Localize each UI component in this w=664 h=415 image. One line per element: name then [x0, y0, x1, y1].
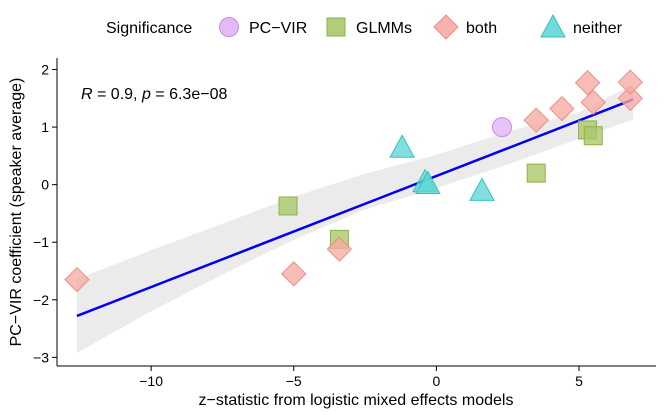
regression-line-layer — [76, 98, 634, 318]
confidence-band-layer — [77, 84, 634, 353]
point-diamond-2-4 — [549, 95, 575, 122]
legend-title: Significance — [106, 20, 192, 37]
point-square-1-4 — [583, 126, 603, 146]
y-tick-label: 2 — [41, 62, 49, 78]
legend-triangle-icon — [540, 13, 566, 38]
y-tick-label: −3 — [33, 349, 49, 365]
point-diamond-2-1 — [281, 261, 307, 287]
point-diamond-2-6 — [580, 89, 606, 116]
annot-r-value: = 0.9, — [93, 86, 142, 103]
legend: Significance PC−VIR GLMMs both neither — [106, 13, 623, 40]
y-tick-label: 0 — [41, 177, 49, 193]
data-points-layer — [64, 69, 644, 293]
confidence-band — [77, 84, 634, 353]
x-axis-title: z−statistic from logistic mixed effects … — [199, 392, 514, 409]
point-square-1-2 — [526, 163, 546, 183]
x-tick-label: 5 — [575, 373, 583, 389]
point-circle-0-0 — [491, 117, 512, 138]
legend-circle-icon — [219, 17, 239, 37]
point-diamond-2-0 — [64, 266, 90, 293]
y-axis-ticks: −3 −2 −1 0 1 2 — [33, 62, 57, 365]
y-tick-label: 1 — [41, 119, 49, 135]
legend-key-glmms — [326, 17, 346, 37]
point-diamond-2-7 — [617, 85, 644, 112]
correlation-annotation: R = 0.9, p = 6.3e−08 — [81, 86, 227, 103]
point-diamond-2-3 — [523, 107, 549, 133]
legend-key-both — [433, 14, 459, 40]
legend-diamond-icon — [433, 14, 459, 40]
x-tick-label: −5 — [286, 373, 302, 389]
point-square-1-0 — [278, 196, 298, 216]
point-diamond-2-2 — [326, 236, 353, 262]
x-tick-label: 0 — [432, 373, 440, 389]
regression-line — [76, 98, 634, 318]
y-axis-title: PC−VIR coefficient (speaker average) — [8, 78, 25, 347]
legend-label-pc-vir: PC−VIR — [249, 20, 307, 37]
x-tick-label: −10 — [139, 373, 163, 389]
point-diamond-2-8 — [617, 69, 644, 95]
y-tick-label: −2 — [33, 292, 49, 308]
legend-label-both: both — [466, 20, 497, 37]
point-diamond-2-5 — [574, 70, 601, 96]
legend-key-pc-vir — [219, 17, 239, 37]
legend-key-neither — [540, 13, 566, 38]
point-triangle-3-2 — [414, 170, 441, 195]
y-tick-label: −1 — [33, 234, 49, 250]
legend-label-neither: neither — [573, 20, 623, 37]
annot-r-label: R — [81, 86, 93, 103]
point-triangle-3-0 — [389, 134, 415, 158]
x-axis-ticks: −10 −5 0 5 — [139, 366, 583, 389]
legend-square-icon — [326, 17, 346, 37]
annot-p-value: = 6.3e−08 — [151, 86, 228, 103]
annot-p-label: p — [141, 86, 151, 103]
legend-label-glmms: GLMMs — [356, 20, 412, 37]
point-triangle-3-3 — [469, 177, 495, 201]
